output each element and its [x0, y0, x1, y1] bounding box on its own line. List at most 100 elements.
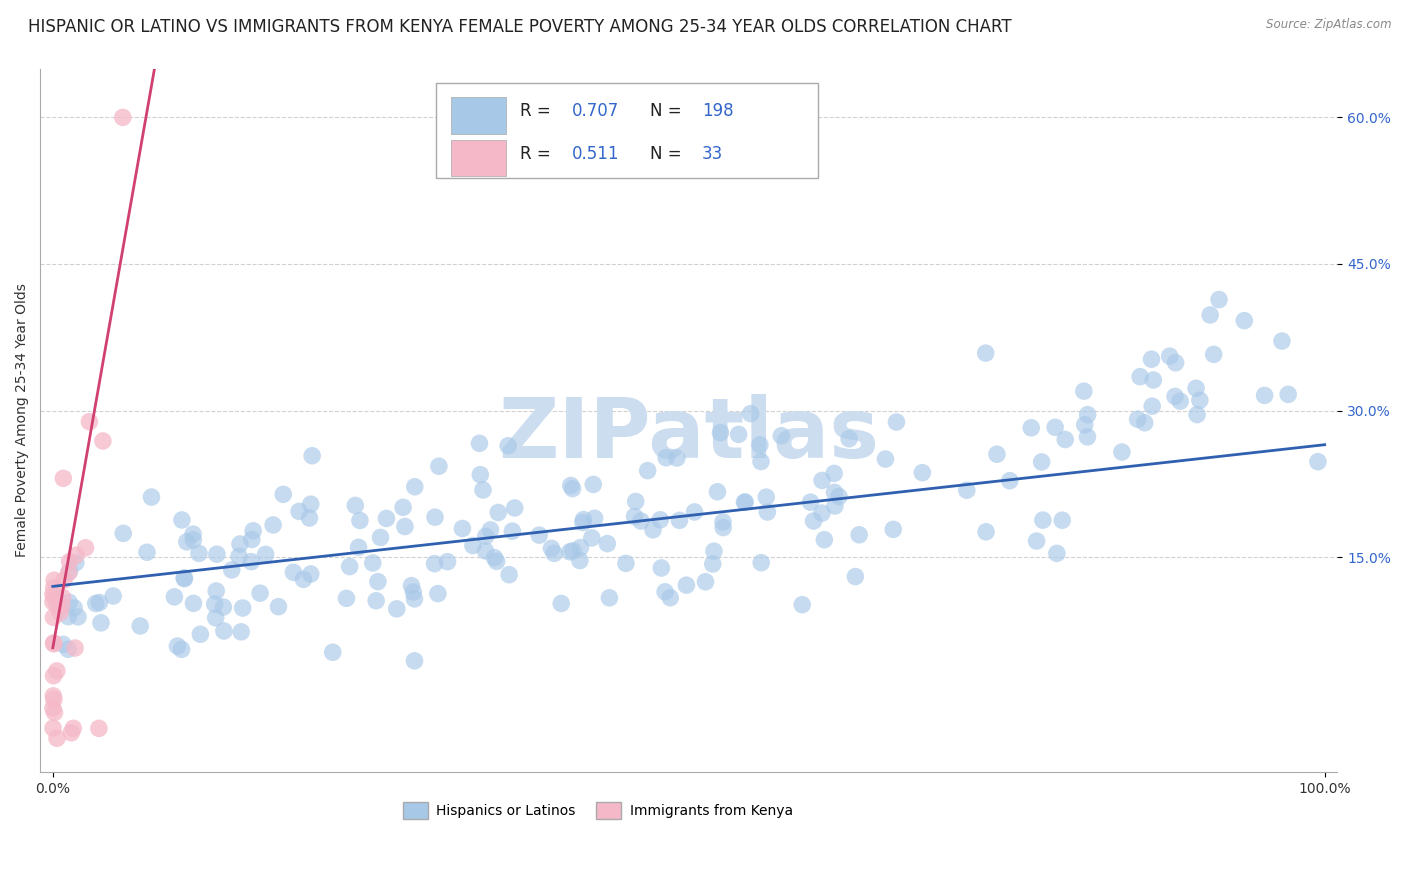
- Point: [254, 548, 277, 562]
- Point: [572, 516, 595, 530]
- Point: [1019, 421, 1042, 435]
- Point: [650, 561, 672, 575]
- Point: [404, 654, 426, 668]
- Point: [562, 543, 585, 558]
- Point: [42, 587, 65, 601]
- Point: [1185, 381, 1208, 395]
- Point: [402, 585, 425, 599]
- Point: [702, 557, 724, 571]
- Point: [711, 515, 734, 529]
- Point: [42, 701, 65, 715]
- Text: 0.511: 0.511: [572, 145, 620, 162]
- Text: ZIPatlas: ZIPatlas: [498, 394, 879, 475]
- Point: [404, 591, 426, 606]
- Point: [844, 569, 866, 583]
- Point: [75, 541, 97, 555]
- Point: [228, 549, 250, 564]
- Point: [240, 555, 263, 569]
- Point: [79, 415, 101, 429]
- Point: [367, 574, 389, 589]
- Point: [1168, 394, 1191, 409]
- Point: [1164, 389, 1187, 403]
- Point: [49, 606, 72, 620]
- Point: [163, 590, 186, 604]
- Point: [479, 523, 502, 537]
- Point: [288, 504, 311, 518]
- Point: [242, 524, 264, 538]
- Point: [659, 591, 682, 605]
- Point: [436, 555, 458, 569]
- Point: [190, 627, 212, 641]
- Point: [568, 553, 591, 567]
- Point: [1076, 430, 1098, 444]
- Point: [695, 574, 717, 589]
- Point: [485, 554, 508, 568]
- Point: [550, 597, 572, 611]
- Point: [322, 645, 344, 659]
- Point: [596, 536, 619, 550]
- Point: [1188, 393, 1211, 408]
- Point: [129, 619, 152, 633]
- Point: [1077, 408, 1099, 422]
- Point: [60, 725, 83, 739]
- Point: [569, 541, 592, 555]
- Point: [188, 546, 211, 560]
- Point: [799, 495, 821, 509]
- Point: [90, 615, 112, 630]
- Point: [886, 415, 908, 429]
- Point: [181, 533, 204, 547]
- Point: [1253, 388, 1275, 402]
- Point: [1199, 308, 1222, 322]
- Point: [1025, 534, 1047, 549]
- Point: [496, 439, 519, 453]
- Point: [426, 587, 449, 601]
- Point: [472, 483, 495, 497]
- Point: [231, 624, 253, 639]
- Point: [301, 449, 323, 463]
- Point: [486, 506, 509, 520]
- Point: [176, 534, 198, 549]
- Point: [42, 689, 65, 703]
- Point: [392, 500, 415, 515]
- Point: [205, 584, 228, 599]
- Point: [375, 511, 398, 525]
- Point: [267, 599, 290, 614]
- FancyBboxPatch shape: [436, 83, 818, 178]
- Point: [637, 464, 659, 478]
- Point: [1073, 384, 1095, 399]
- Text: N =: N =: [650, 145, 692, 162]
- Point: [335, 591, 357, 606]
- Point: [103, 589, 125, 603]
- Point: [650, 513, 672, 527]
- Point: [173, 571, 195, 585]
- Point: [58, 555, 80, 569]
- Point: [824, 485, 846, 500]
- Text: R =: R =: [520, 103, 557, 120]
- Point: [52, 637, 75, 651]
- Point: [474, 529, 496, 543]
- Point: [1185, 408, 1208, 422]
- Point: [173, 572, 195, 586]
- Point: [561, 482, 583, 496]
- Point: [385, 602, 408, 616]
- Point: [52, 471, 75, 485]
- Point: [828, 490, 851, 504]
- Point: [89, 596, 111, 610]
- Point: [727, 427, 749, 442]
- Point: [875, 452, 897, 467]
- Point: [65, 548, 87, 562]
- Point: [624, 494, 647, 508]
- Point: [170, 642, 193, 657]
- Text: 198: 198: [702, 103, 734, 120]
- Point: [91, 434, 114, 448]
- Point: [249, 586, 271, 600]
- Point: [42, 595, 65, 609]
- Point: [423, 510, 446, 524]
- Point: [298, 511, 321, 525]
- Point: [623, 509, 645, 524]
- Point: [1052, 513, 1074, 527]
- Point: [1111, 445, 1133, 459]
- Point: [221, 563, 243, 577]
- Point: [56, 642, 79, 657]
- Point: [468, 436, 491, 450]
